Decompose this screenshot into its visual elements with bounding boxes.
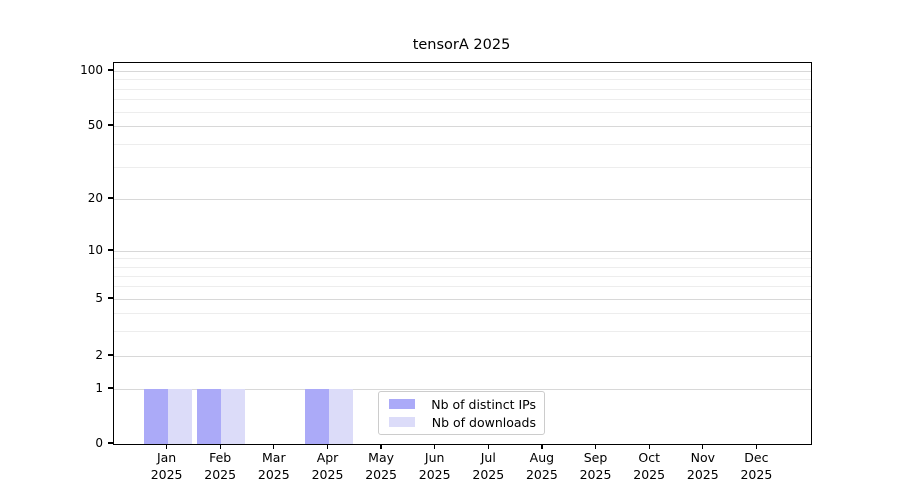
bar-nb-of-distinct-ips-feb bbox=[197, 389, 222, 444]
x-tick-mark bbox=[434, 444, 436, 449]
x-tick-mark bbox=[165, 444, 168, 449]
gridline-major bbox=[114, 199, 811, 200]
year-label: 2025 bbox=[365, 466, 397, 482]
x-tick-label-dec: Dec 2025 bbox=[724, 450, 788, 483]
y-tick-mark bbox=[107, 442, 113, 444]
legend-entry: Nb of downloads bbox=[387, 415, 536, 430]
x-tick-label-mar: Mar 2025 bbox=[242, 450, 306, 483]
month-label: Jan bbox=[156, 450, 177, 465]
year-label: 2025 bbox=[257, 466, 290, 482]
month-label: Dec bbox=[744, 450, 769, 465]
y-tick-label: 2 bbox=[95, 348, 103, 362]
x-tick-mark bbox=[702, 444, 704, 449]
x-tick-mark bbox=[648, 444, 650, 449]
gridline-major bbox=[114, 251, 811, 252]
month-label: Oct bbox=[638, 450, 660, 465]
month-label: Nov bbox=[690, 450, 715, 465]
x-tick-label-jun: Jun 2025 bbox=[403, 450, 467, 483]
plot-area bbox=[113, 62, 812, 445]
y-tick-label: 20 bbox=[87, 191, 103, 205]
x-tick-mark bbox=[594, 444, 597, 449]
x-tick-mark bbox=[380, 444, 382, 449]
x-tick-mark bbox=[219, 444, 221, 449]
gridline-major bbox=[114, 71, 811, 72]
x-tick-mark bbox=[487, 444, 489, 449]
chart-title: tensorA 2025 bbox=[412, 37, 511, 53]
month-label: Aug bbox=[529, 450, 555, 465]
x-tick-mark bbox=[541, 444, 543, 449]
legend-swatch bbox=[389, 399, 415, 409]
y-tick-label: 50 bbox=[87, 118, 103, 132]
month-label: Jul bbox=[480, 450, 496, 465]
x-tick-label-feb: Feb 2025 bbox=[188, 450, 252, 483]
gridline-minor bbox=[114, 330, 811, 332]
gridline-minor bbox=[114, 266, 811, 268]
bar-nb-of-distinct-ips-jan bbox=[143, 389, 168, 444]
bar-nb-of-downloads-apr bbox=[328, 389, 353, 444]
x-tick-mark bbox=[273, 444, 275, 449]
bar-nb-of-downloads-feb bbox=[221, 389, 246, 444]
gridline-major bbox=[114, 389, 811, 390]
gridline-minor bbox=[114, 286, 811, 288]
legend-entry: Nb of distinct IPs bbox=[387, 397, 536, 412]
month-label: Mar bbox=[262, 450, 286, 465]
month-label: Apr bbox=[316, 450, 339, 465]
y-tick-mark bbox=[107, 69, 113, 71]
legend-label: Nb of distinct IPs bbox=[431, 396, 536, 412]
legend-label: Nb of downloads bbox=[431, 414, 536, 430]
year-label: 2025 bbox=[472, 466, 505, 482]
bar-nb-of-downloads-jan bbox=[167, 389, 192, 444]
y-tick-mark bbox=[107, 249, 113, 251]
y-tick-label: 10 bbox=[87, 243, 103, 257]
year-label: 2025 bbox=[204, 466, 237, 482]
y-tick-label: 0 bbox=[95, 436, 103, 450]
year-label: 2025 bbox=[150, 466, 183, 482]
gridline-minor bbox=[114, 143, 811, 145]
x-tick-label-jul: Jul 2025 bbox=[456, 450, 520, 483]
gridline-minor bbox=[114, 166, 811, 168]
month-label: Feb bbox=[209, 450, 232, 465]
gridline-minor bbox=[114, 79, 811, 81]
x-tick-label-sep: Sep 2025 bbox=[564, 450, 628, 483]
year-label: 2025 bbox=[525, 466, 558, 482]
x-tick-label-jan: Jan 2025 bbox=[135, 450, 199, 483]
x-tick-label-oct: Oct 2025 bbox=[617, 450, 681, 483]
gridline-minor bbox=[114, 312, 811, 314]
gridline-minor bbox=[114, 258, 811, 260]
legend-swatch bbox=[389, 417, 415, 427]
y-tick-label: 1 bbox=[95, 381, 103, 395]
year-label: 2025 bbox=[418, 466, 451, 482]
gridline-minor bbox=[114, 111, 811, 113]
gridline-major bbox=[114, 356, 811, 357]
x-tick-label-may: May 2025 bbox=[349, 450, 413, 483]
y-tick-mark bbox=[107, 124, 113, 126]
x-tick-label-nov: Nov 2025 bbox=[671, 450, 735, 483]
x-tick-mark bbox=[755, 444, 758, 449]
year-label: 2025 bbox=[740, 466, 773, 482]
y-tick-mark bbox=[107, 297, 113, 299]
month-label: Jun bbox=[424, 450, 445, 465]
y-tick-label: 5 bbox=[95, 291, 103, 305]
gridline-minor bbox=[114, 99, 811, 101]
bar-nb-of-distinct-ips-apr bbox=[304, 389, 329, 444]
year-label: 2025 bbox=[579, 466, 612, 482]
y-tick-mark bbox=[107, 197, 113, 199]
month-label: May bbox=[368, 450, 395, 465]
y-tick-label: 100 bbox=[80, 63, 103, 77]
legend: Nb of distinct IPs Nb of downloads bbox=[378, 391, 545, 435]
y-tick-mark bbox=[107, 354, 113, 356]
gridline-minor bbox=[114, 275, 811, 277]
x-tick-label-aug: Aug 2025 bbox=[510, 450, 574, 483]
gridline-minor bbox=[114, 88, 811, 90]
year-label: 2025 bbox=[633, 466, 666, 482]
year-label: 2025 bbox=[686, 466, 719, 482]
x-tick-mark bbox=[326, 444, 329, 449]
x-tick-label-apr: Apr 2025 bbox=[296, 450, 360, 483]
gridline-major bbox=[114, 299, 811, 300]
year-label: 2025 bbox=[311, 466, 344, 482]
month-label: Sep bbox=[583, 450, 608, 465]
gridline-major bbox=[114, 126, 811, 127]
y-tick-mark bbox=[107, 387, 113, 389]
